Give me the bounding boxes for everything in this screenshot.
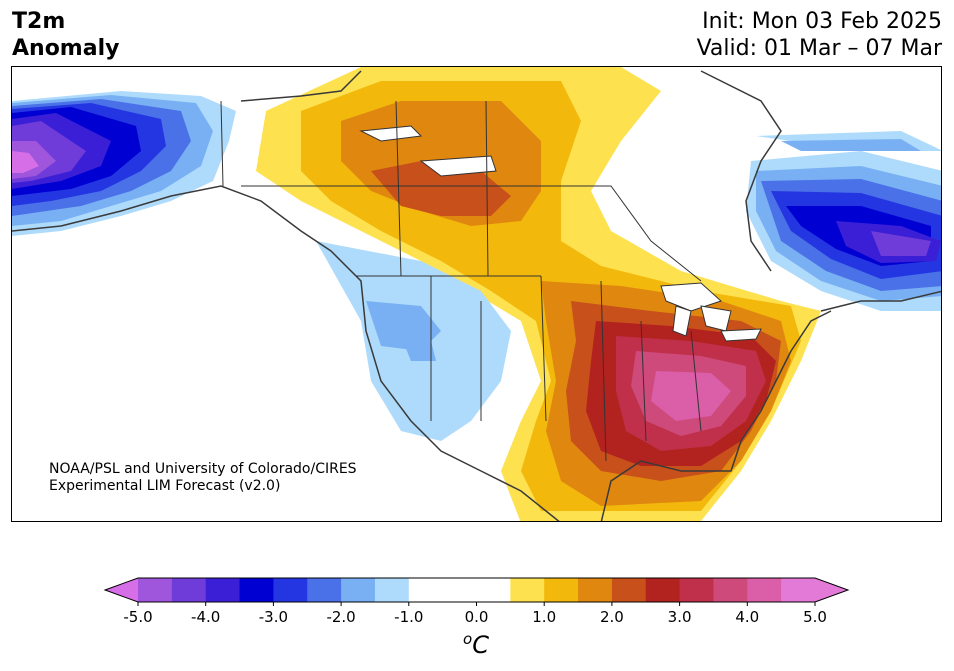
map-title: T2m Anomaly bbox=[12, 8, 119, 62]
colorbar-cell bbox=[341, 578, 376, 602]
colorbar-cell bbox=[374, 578, 410, 602]
alaska-cold-anomaly bbox=[12, 91, 236, 236]
lakes bbox=[359, 125, 762, 342]
anomaly-map bbox=[12, 67, 941, 521]
colorbar-cell bbox=[273, 578, 308, 602]
colorbar-cell bbox=[713, 578, 748, 602]
colorbar-tick-label: -5.0 bbox=[123, 608, 152, 626]
colorbar-tick-label: -3.0 bbox=[259, 608, 288, 626]
colorbar-tick-label: 0.0 bbox=[465, 608, 489, 626]
title-variable-line1: T2m bbox=[12, 9, 66, 34]
colorbar-cell bbox=[239, 578, 274, 602]
colorbar-cell bbox=[781, 578, 816, 602]
colorbar-cell bbox=[510, 578, 545, 602]
colorbar-tick-label: 1.0 bbox=[532, 608, 556, 626]
colorbar-tick-label: -1.0 bbox=[394, 608, 423, 626]
colorbar-ticks: -5.0 -4.0 -3.0 -2.0 -1.0 0.0 1.0 2.0 3.0 4.0 5.0 bbox=[123, 602, 827, 626]
colorbar-cell bbox=[138, 578, 173, 602]
eastern-canada-cold-anomaly bbox=[746, 131, 941, 311]
colorbar-cell bbox=[307, 578, 342, 602]
colorbar-cell bbox=[679, 578, 714, 602]
colorbar-cell bbox=[408, 578, 444, 602]
west-cool-anomaly bbox=[316, 241, 511, 441]
colorbar-tick-label: 2.0 bbox=[600, 608, 624, 626]
colorbar-cells bbox=[103, 577, 850, 603]
colorbar-cell bbox=[171, 578, 207, 602]
colorbar-extend-high bbox=[815, 578, 848, 602]
colorbar-tick-label: 4.0 bbox=[735, 608, 759, 626]
init-date: Init: Mon 03 Feb 2025 bbox=[702, 9, 942, 34]
forecast-dates: Init: Mon 03 Feb 2025 Valid: 01 Mar – 07… bbox=[697, 8, 942, 62]
borders bbox=[220, 100, 702, 462]
colorbar-extend-low bbox=[105, 578, 138, 602]
credit-line2: Experimental LIM Forecast (v2.0) bbox=[49, 478, 281, 494]
credit-line1: NOAA/PSL and University of Colorado/CIRE… bbox=[49, 461, 357, 477]
units-base: C bbox=[472, 631, 489, 659]
colorbar-cell bbox=[645, 578, 681, 602]
colorbar-units: oC bbox=[463, 630, 489, 659]
valid-range: Valid: 01 Mar – 07 Mar bbox=[696, 36, 942, 61]
coastline bbox=[12, 70, 941, 521]
colorbar-cell bbox=[205, 578, 241, 602]
colorbar-tick-label: 3.0 bbox=[668, 608, 692, 626]
title-variable-line2: Anomaly bbox=[12, 36, 120, 61]
map-panel bbox=[11, 66, 942, 522]
colorbar-cell bbox=[442, 578, 511, 602]
colorbar-tick-label: -2.0 bbox=[326, 608, 355, 626]
credit-block: NOAA/PSL and University of Colorado/CIRE… bbox=[49, 461, 357, 495]
colorbar-tick-label: 5.0 bbox=[803, 608, 827, 626]
colorbar-tick-label: -4.0 bbox=[191, 608, 220, 626]
colorbar-cell bbox=[611, 578, 647, 602]
colorbar-cell bbox=[747, 578, 782, 602]
colorbar-cell bbox=[578, 578, 613, 602]
colorbar-cell bbox=[544, 578, 579, 602]
warm-anomaly bbox=[256, 67, 821, 521]
units-degree: o bbox=[463, 630, 473, 648]
